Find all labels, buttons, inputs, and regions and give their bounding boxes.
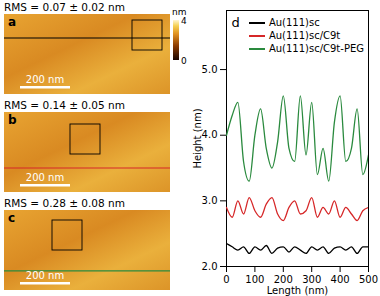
svg-text:Length (nm): Length (nm) [267, 285, 329, 296]
svg-text:200: 200 [274, 274, 293, 285]
svg-text:100: 100 [245, 274, 264, 285]
svg-text:b: b [8, 113, 17, 127]
svg-text:200 nm: 200 nm [26, 172, 64, 183]
svg-text:c: c [8, 211, 15, 225]
svg-text:2.0: 2.0 [202, 261, 218, 272]
svg-text:400: 400 [331, 274, 350, 285]
html-text:Au(111)sc: Au(111)sc [268, 17, 320, 28]
html-text:Au(111)sc/C9t: Au(111)sc/C9t [268, 30, 341, 41]
svg-text:300: 300 [302, 274, 321, 285]
svg-text:5.0: 5.0 [202, 64, 218, 75]
svg-text:3.0: 3.0 [202, 195, 218, 206]
svg-text:0: 0 [181, 56, 187, 66]
html-text:Au(111)sc/C9t-PEG: Au(111)sc/C9t-PEG [268, 43, 364, 54]
svg-text:RMS = 0.14 ± 0.05 nm: RMS = 0.14 ± 0.05 nm [4, 99, 125, 111]
svg-text:0: 0 [223, 274, 229, 285]
svg-text:RMS = 0.07 ± 0.02 nm: RMS = 0.07 ± 0.02 nm [4, 1, 125, 13]
svg-text:4: 4 [181, 16, 187, 26]
svg-text:200 nm: 200 nm [26, 74, 64, 85]
svg-text:nm: nm [172, 7, 187, 17]
svg-text:Height (nm): Height (nm) [192, 108, 203, 168]
svg-text:200 nm: 200 nm [26, 270, 64, 281]
svg-text:RMS = 0.28 ± 0.08 nm: RMS = 0.28 ± 0.08 nm [4, 197, 125, 209]
svg-text:4.0: 4.0 [202, 129, 218, 140]
svg-text:500: 500 [359, 274, 378, 285]
svg-text:d: d [232, 15, 240, 30]
svg-text:a: a [8, 15, 16, 29]
